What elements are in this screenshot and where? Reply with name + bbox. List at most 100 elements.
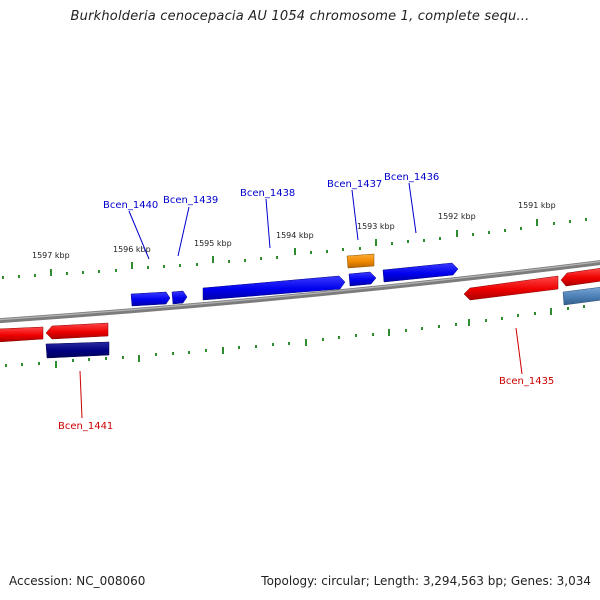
gene-bcen-1441-box[interactable] (45, 341, 110, 359)
upper-ruler-dot (147, 266, 149, 269)
lower-ruler-dot (405, 329, 407, 332)
gene-bcen-1437-rna-box[interactable] (346, 253, 375, 269)
gene-bcen-1436-arrow[interactable] (382, 262, 459, 283)
topology-label: Topology: (261, 574, 318, 588)
length-value: 3,294,563 bp (422, 574, 503, 588)
lower-ruler-major-tick (138, 355, 140, 362)
accession-value: NC_008060 (76, 574, 146, 588)
upper-ruler-dot (553, 222, 555, 225)
gene-label-bcen-1437[interactable]: Bcen_1437 (327, 179, 382, 190)
lower-ruler-major-tick (388, 329, 390, 336)
gene-bcen-1438-arrow[interactable] (202, 275, 346, 301)
lower-ruler (5, 305, 585, 368)
upper-ruler-dot (179, 264, 181, 267)
upper-ruler-dot (260, 257, 262, 260)
chromosome-backbone-highlight (0, 261, 600, 321)
gene-label-bcen-1438[interactable]: Bcen_1438 (240, 188, 295, 199)
map-title: Burkholderia cenocepacia AU 1054 chromos… (70, 9, 530, 24)
lower-ruler-dot (21, 363, 23, 366)
upper-ruler-major-tick (375, 239, 377, 246)
lower-ruler-dot (238, 346, 240, 349)
ruler-label: 1593 kbp (357, 222, 395, 231)
lower-ruler-dot (372, 333, 374, 336)
gene-label-bcen-1436[interactable]: Bcen_1436 (384, 172, 439, 183)
gene-label-bcen-1435[interactable]: Bcen_1435 (499, 376, 554, 387)
upper-ruler-major-tick (131, 262, 133, 269)
gene-right-partial-arrow[interactable] (560, 268, 600, 287)
lower-ruler-dot (567, 307, 569, 310)
lower-ruler-dot (322, 338, 324, 341)
upper-ruler-dot (342, 248, 344, 251)
lower-ruler-dot (438, 325, 440, 328)
genes-value: 3,034 (556, 574, 591, 588)
upper-ruler-dot (569, 220, 571, 223)
chromosome-backbone (0, 260, 600, 324)
ruler-label: 1597 kbp (32, 251, 70, 260)
upper-ruler-dot (326, 250, 328, 253)
gene-label-bcen-1441[interactable]: Bcen_1441 (58, 421, 113, 432)
length-label: Length: (373, 574, 420, 588)
upper-ruler-dot (66, 272, 68, 275)
lower-ruler-dot (288, 342, 290, 345)
lower-ruler-dot (105, 357, 107, 360)
lower-ruler-major-tick (222, 347, 224, 354)
gene-label-bcen-1440[interactable]: Bcen_1440 (103, 200, 158, 211)
upper-ruler-dot (163, 265, 165, 268)
lower-ruler-dot (421, 327, 423, 330)
upper-ruler-dot (18, 275, 20, 278)
lower-ruler-dot (355, 334, 357, 337)
lower-ruler-dot (72, 359, 74, 362)
lower-ruler-dot (172, 352, 174, 355)
lower-ruler-dot (88, 358, 90, 361)
upper-ruler-major-tick (456, 230, 458, 237)
gene-bcen-1441-arrow[interactable] (45, 322, 109, 340)
genome-summary: Topology: circular; Length: 3,294,563 bp… (261, 574, 591, 588)
upper-ruler-dot (359, 247, 361, 250)
upper-ruler-dot (391, 242, 393, 245)
upper-ruler-dot (34, 274, 36, 277)
ruler-label: 1591 kbp (518, 201, 556, 210)
leader-line-bcen-1440 (128, 210, 150, 260)
lower-ruler-dot (455, 323, 457, 326)
gene-bcen-1440-arrow[interactable] (130, 291, 171, 307)
lower-ruler-dot (338, 336, 340, 339)
accession-info: Accession: NC_008060 (9, 574, 145, 588)
upper-ruler-dot (115, 269, 117, 272)
leader-line-bcen-1437 (351, 189, 359, 241)
lower-ruler-dot (188, 351, 190, 354)
reverse-strand-genes (0, 268, 600, 359)
lower-ruler-major-tick (305, 339, 307, 346)
upper-ruler (2, 218, 587, 279)
gene-bcen-1435-arrow[interactable] (463, 275, 559, 301)
lower-ruler-major-tick (550, 308, 552, 315)
lower-ruler-dot (38, 362, 40, 365)
gene-bcen-1437-arrow[interactable] (348, 271, 377, 287)
leader-line-bcen-1436 (408, 182, 417, 234)
leader-line-bcen-1441 (79, 370, 83, 419)
ruler-label: 1596 kbp (113, 245, 151, 254)
lower-ruler-dot (583, 305, 585, 308)
topology-value: circular (321, 574, 366, 588)
lower-ruler-dot (155, 353, 157, 356)
gene-right-partial-box[interactable] (562, 287, 600, 306)
upper-ruler-dot (407, 240, 409, 243)
forward-strand-genes (130, 253, 459, 307)
lower-ruler-major-tick (55, 361, 57, 368)
upper-ruler-dot (423, 239, 425, 242)
genes-label: Genes: (510, 574, 553, 588)
upper-ruler-dot (504, 229, 506, 232)
gene-left-partial-arrow[interactable] (0, 326, 44, 343)
upper-ruler-dot (520, 227, 522, 230)
upper-ruler-dot (196, 263, 198, 266)
upper-ruler-dot (98, 270, 100, 273)
upper-ruler-major-tick (50, 269, 52, 276)
ruler-label: 1595 kbp (194, 239, 232, 248)
upper-ruler-dot (82, 271, 84, 274)
gene-label-bcen-1439[interactable]: Bcen_1439 (163, 195, 218, 206)
gene-bcen-1439-arrow[interactable] (171, 290, 188, 305)
upper-ruler-dot (276, 256, 278, 259)
upper-ruler-dot (228, 260, 230, 263)
upper-ruler-dot (585, 218, 587, 221)
lower-ruler-dot (272, 343, 274, 346)
